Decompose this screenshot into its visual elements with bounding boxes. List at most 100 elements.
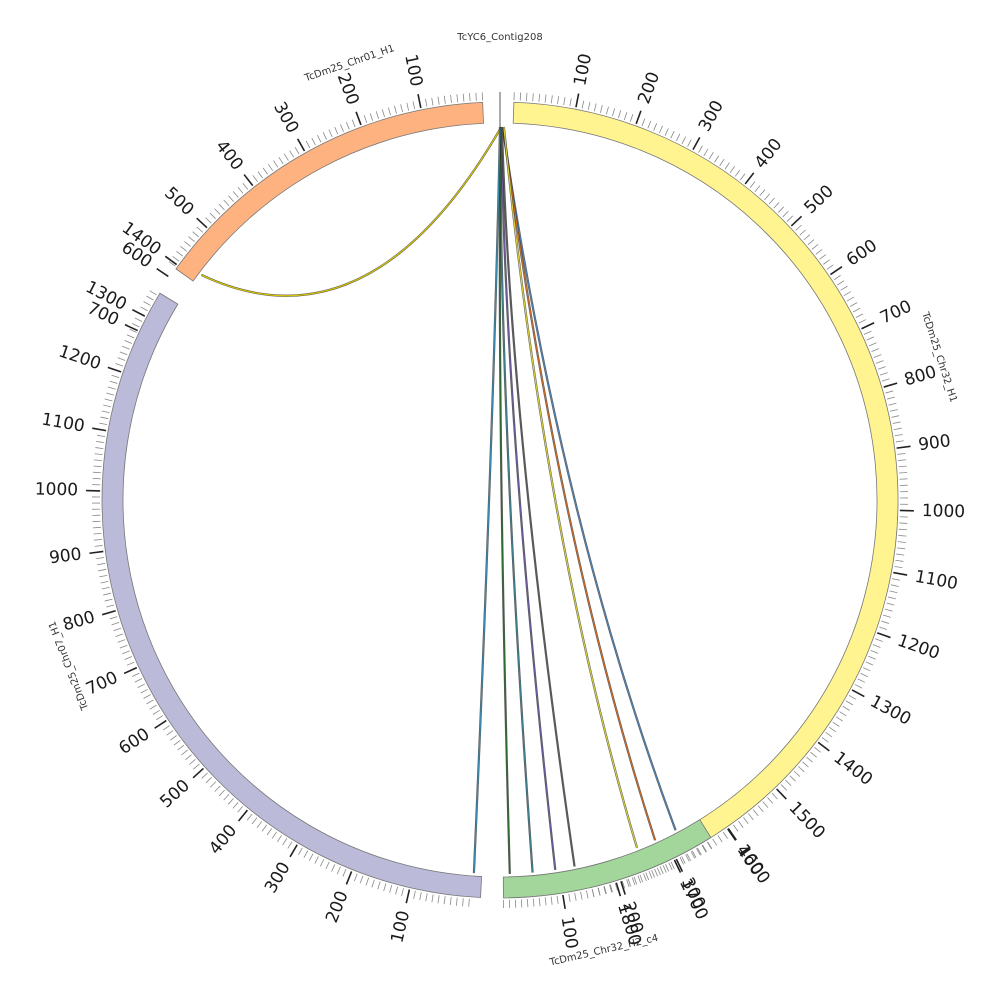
minor-tick [106, 605, 114, 607]
major-tick [893, 573, 907, 576]
minor-tick [177, 251, 183, 256]
minor-tick [878, 367, 886, 370]
minor-tick [323, 132, 326, 139]
minor-tick [889, 403, 897, 405]
minor-tick [103, 593, 111, 595]
minor-tick [894, 566, 902, 567]
minor-tick [215, 786, 221, 792]
minor-tick [343, 869, 346, 876]
minor-tick [184, 241, 190, 246]
minor-tick [859, 320, 866, 324]
minor-tick [106, 393, 114, 395]
tick-label-chr07: 700 [83, 668, 121, 700]
minor-tick [277, 835, 281, 842]
tick-label-chr32h1: 200 [634, 69, 664, 106]
minor-tick [346, 122, 349, 129]
minor-tick [167, 731, 174, 736]
minor-tick [885, 609, 893, 611]
tick-label-chr32h2: 100 [557, 915, 582, 950]
minor-tick [238, 187, 243, 193]
minor-tick [181, 750, 187, 755]
minor-tick [98, 569, 106, 570]
major-tick [884, 383, 897, 387]
minor-tick [557, 896, 558, 904]
minor-tick [750, 182, 755, 188]
minor-tick [451, 95, 452, 103]
minor-tick [704, 149, 708, 156]
major-tick [102, 611, 115, 615]
tick-label-chr07: 600 [115, 724, 153, 759]
minor-tick [871, 349, 878, 352]
minor-tick [312, 138, 316, 145]
minor-tick [800, 230, 806, 235]
minor-tick [233, 191, 238, 197]
major-tick [777, 789, 787, 799]
minor-tick [896, 554, 904, 555]
minor-tick [283, 838, 287, 845]
minor-tick [170, 735, 176, 740]
minor-tick [135, 679, 142, 683]
minor-tick [899, 466, 907, 467]
major-tick [197, 218, 207, 228]
minor-tick [758, 806, 763, 812]
minor-tick [93, 533, 101, 534]
minor-tick [642, 119, 645, 126]
minor-tick [783, 211, 789, 217]
minor-tick [93, 466, 101, 467]
minor-tick [527, 899, 528, 907]
chromosome-label-contig: TcYC6_Contig208 [456, 32, 542, 43]
minor-tick [539, 898, 540, 906]
tick-label-chr07: 1200 [56, 342, 103, 375]
minor-tick [883, 615, 891, 617]
minor-tick [127, 335, 134, 338]
minor-tick [834, 275, 841, 279]
minor-tick [376, 111, 378, 119]
major-tick [563, 895, 565, 909]
major-tick [728, 829, 736, 841]
minor-tick [108, 387, 116, 389]
minor-tick [880, 373, 888, 375]
minor-tick [881, 621, 889, 623]
minor-tick [875, 639, 883, 642]
minor-tick [709, 152, 713, 159]
tick-label-chr07: 1100 [40, 409, 86, 436]
tick-label-chr07: 1000 [35, 479, 79, 500]
minor-tick [812, 244, 818, 249]
minor-tick [887, 603, 895, 605]
link-outline-chr32h1 [503, 127, 676, 830]
minor-tick [114, 628, 122, 631]
minor-tick [894, 428, 902, 429]
minor-tick [457, 94, 458, 102]
minor-tick [808, 240, 814, 245]
minor-tick [895, 560, 903, 561]
minor-tick [97, 563, 105, 564]
minor-tick [720, 159, 724, 166]
minor-tick [892, 579, 900, 581]
minor-tick [833, 722, 840, 726]
minor-tick [660, 867, 663, 874]
minor-tick [118, 640, 125, 643]
ideogram-chr07 [102, 293, 482, 897]
minor-tick [829, 727, 836, 732]
minor-tick [174, 740, 180, 745]
minor-tick [180, 246, 186, 251]
minor-tick [823, 260, 829, 265]
minor-tick [205, 218, 211, 224]
minor-tick [469, 899, 470, 907]
tick-label-chr07: 100 [387, 909, 414, 945]
tick-label-chr01: 300 [269, 99, 302, 137]
minor-tick [733, 825, 738, 831]
minor-tick [827, 265, 834, 270]
minor-tick [426, 893, 427, 901]
minor-tick [147, 700, 154, 704]
minor-tick [444, 96, 445, 104]
minor-tick [116, 634, 124, 637]
minor-tick [804, 235, 810, 240]
minor-tick [95, 454, 103, 455]
minor-tick [588, 102, 590, 110]
tick-label-chr32h1: 1500 [785, 798, 829, 843]
minor-tick [202, 773, 208, 778]
minor-tick [219, 790, 225, 796]
minor-tick [882, 379, 890, 381]
minor-tick [564, 97, 565, 105]
